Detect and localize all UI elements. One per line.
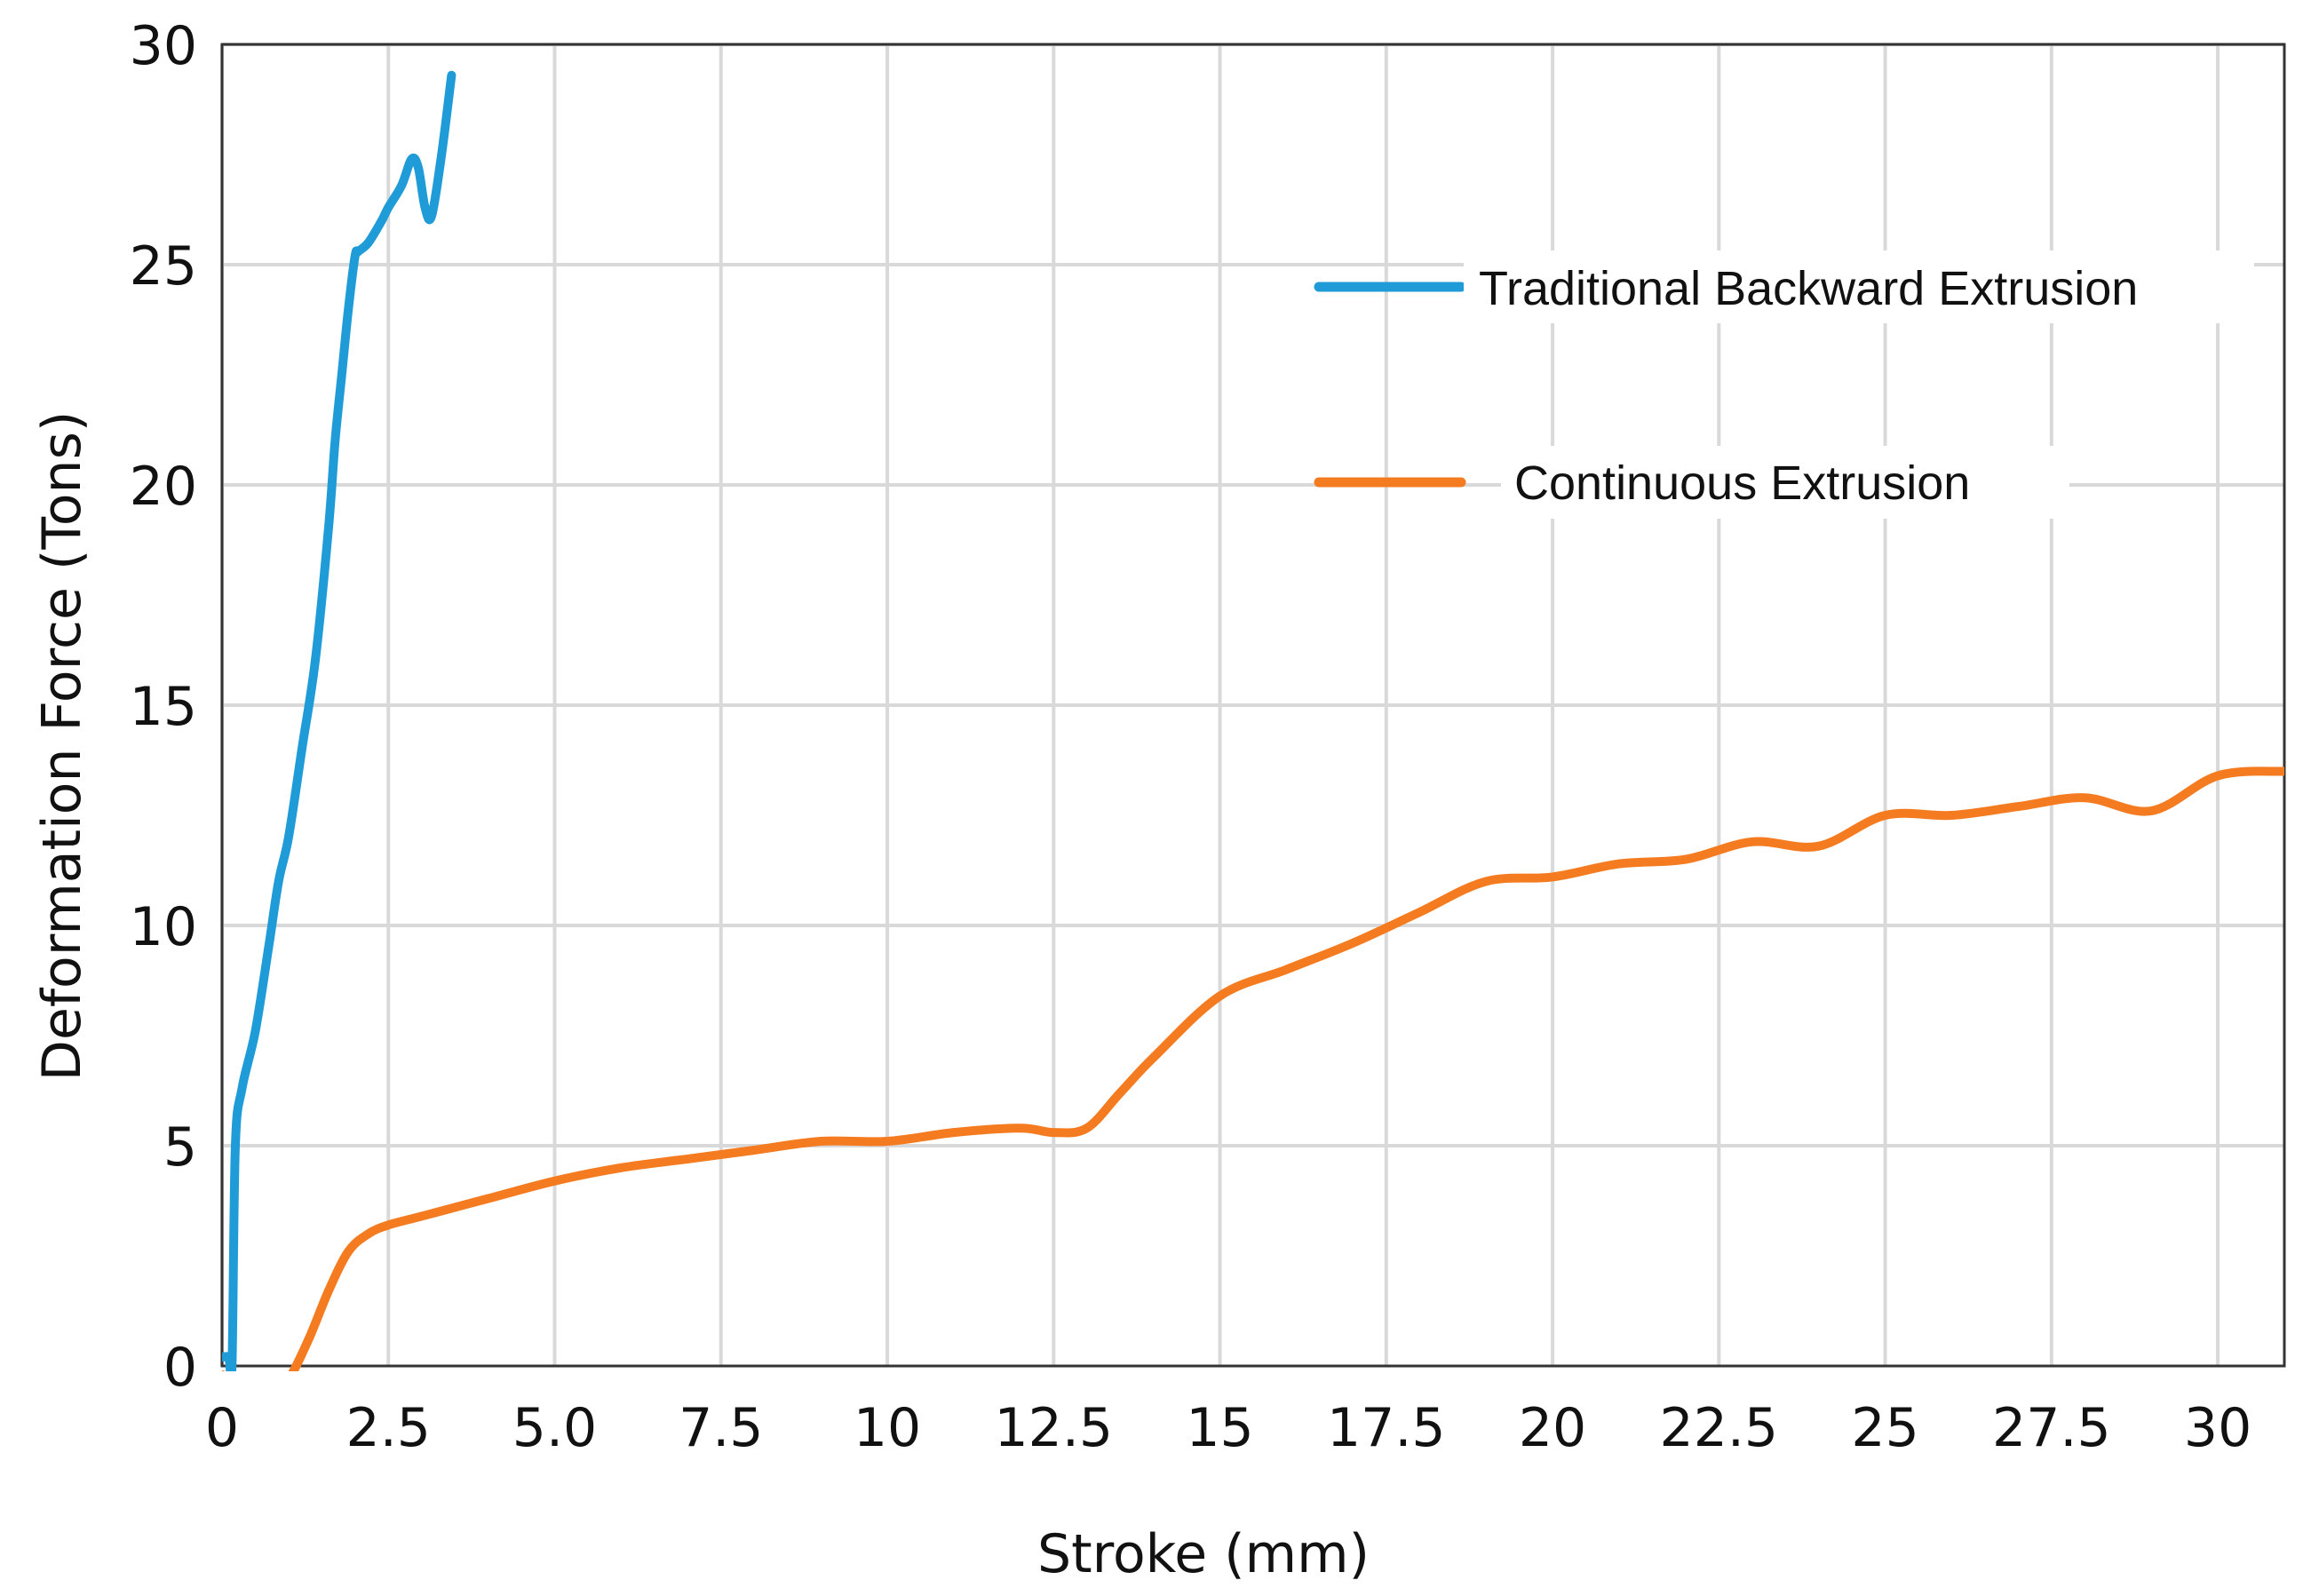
x-tick-label: 25	[1851, 1397, 1918, 1459]
y-tick-labels: 0 5 10 15 20 25 30	[130, 15, 197, 1399]
y-tick-label: 0	[163, 1337, 197, 1399]
x-tick-label: 15	[1186, 1397, 1253, 1459]
legend-label-continuous-extrusion: Continuous Extrusion	[1514, 457, 1970, 510]
series-line-continuous-extrusion	[222, 766, 2284, 1371]
x-tick-label: 5.0	[512, 1397, 597, 1459]
x-tick-label: 12.5	[994, 1397, 1113, 1459]
x-tick-label: 27.5	[1992, 1397, 2111, 1459]
x-tick-label: 17.5	[1327, 1397, 1446, 1459]
y-tick-label: 25	[130, 235, 197, 298]
x-tick-label: 20	[1519, 1397, 1586, 1459]
x-axis-title: Stroke (mm)	[1037, 1523, 1370, 1585]
x-tick-label: 22.5	[1660, 1397, 1779, 1459]
x-tick-label: 7.5	[679, 1397, 763, 1459]
series-lines	[222, 70, 2284, 1371]
legend-label-traditional-backward-extrusion: Traditional Backward Extrusion	[1479, 262, 2138, 315]
legend-label-bg	[1501, 446, 2069, 519]
x-tick-label: 2.5	[346, 1397, 431, 1459]
x-tick-label: 0	[205, 1397, 239, 1459]
legend-label-bg	[1464, 250, 2254, 323]
grid	[220, 43, 2284, 1366]
x-tick-label: 30	[2184, 1397, 2251, 1459]
x-tick-label: 10	[854, 1397, 921, 1459]
y-axis-title: Deformation Force (Tons)	[31, 411, 93, 1081]
y-tick-label: 15	[130, 676, 197, 738]
y-tick-label: 20	[130, 456, 197, 518]
x-tick-labels: 0 2.5 5.0 7.5 10 12.5 15 17.5 20 22.5 25 27.5 30	[205, 1397, 2251, 1459]
y-tick-label: 10	[130, 896, 197, 958]
legend: Traditional Backward Extrusion Continuou…	[1314, 250, 2254, 519]
y-tick-label: 5	[163, 1116, 197, 1179]
y-tick-label: 30	[130, 15, 197, 77]
series-line-traditional-backward-extrusion	[222, 70, 457, 1371]
plot-frame	[220, 43, 2286, 1368]
